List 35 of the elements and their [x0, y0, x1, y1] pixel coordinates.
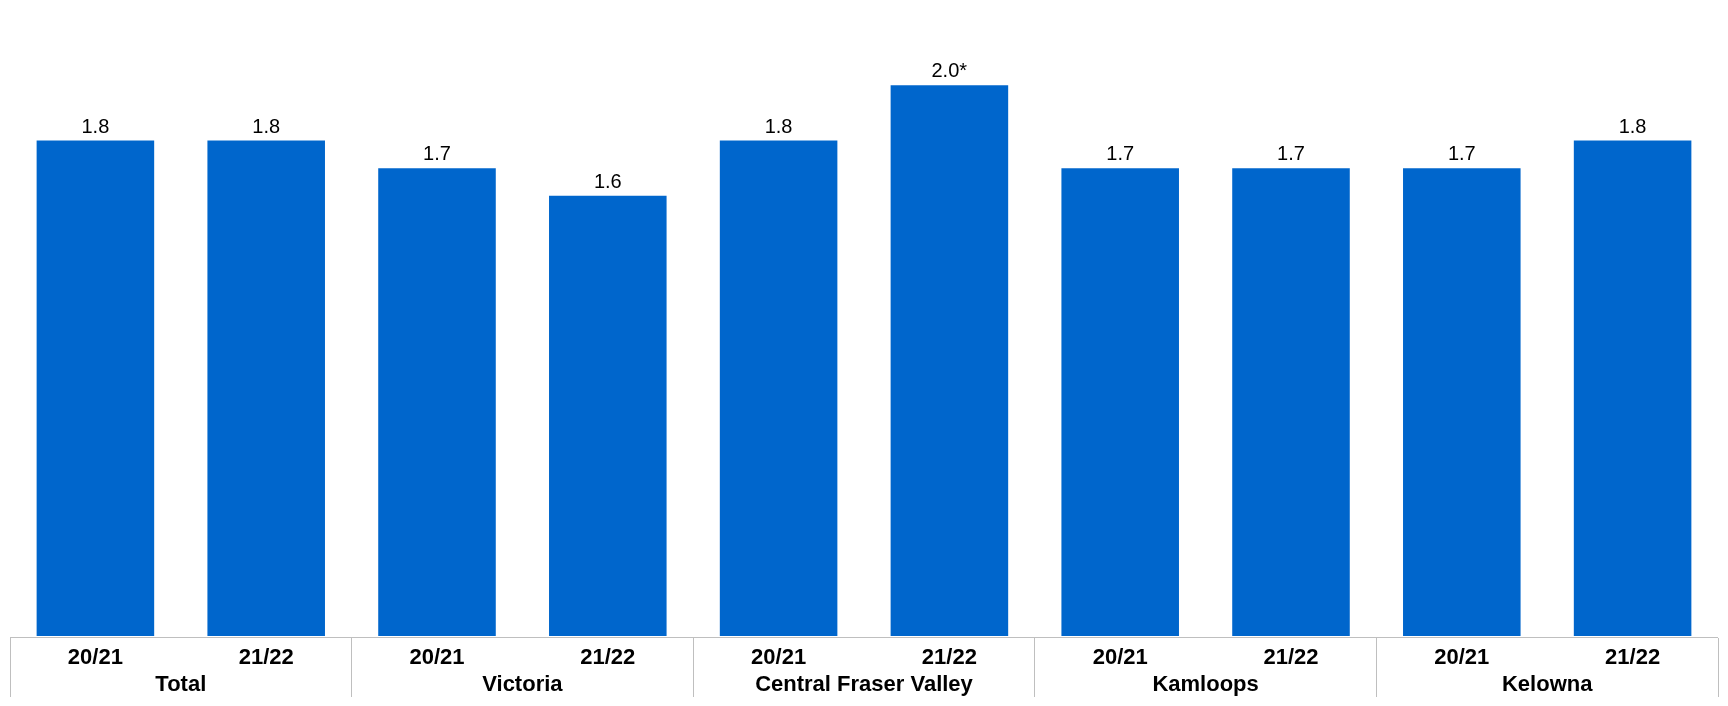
bar: [1230, 166, 1352, 637]
x-tick-label: 20/21: [1434, 644, 1490, 670]
x-tick-label: 20/21: [1092, 644, 1148, 670]
data-label: 1.7: [423, 142, 451, 165]
data-label: 1.7: [1447, 142, 1476, 165]
text: Kelowna: [1501, 671, 1594, 697]
x-tick-label: 21/22: [238, 644, 294, 670]
text: Total: [155, 671, 207, 697]
x-tick-label: 21/22: [1605, 644, 1661, 670]
x-tick-label: 20/21: [67, 644, 123, 670]
data-label: 1.8: [764, 114, 793, 137]
bar: [34, 138, 157, 637]
text: Kamloops: [1152, 671, 1259, 697]
bar: [547, 193, 669, 637]
bar: [1059, 166, 1181, 637]
data-label: 1.7: [1106, 142, 1135, 165]
bar: [1571, 138, 1694, 637]
bar: [888, 83, 1011, 637]
x-tick-label: 20/21: [751, 644, 807, 670]
x-tick-label: 21/22: [580, 644, 636, 670]
data-label: 1.7: [1277, 142, 1305, 165]
data-label: 1.8: [81, 114, 110, 137]
data-label: 1.6: [593, 169, 622, 192]
text: Victoria: [482, 671, 564, 697]
data-label: 2.0*: [931, 59, 968, 82]
bar: [717, 138, 840, 637]
bar: [205, 138, 327, 637]
data-label: 1.8: [1618, 114, 1647, 137]
x-tick-label: 21/22: [921, 644, 977, 670]
x-tick-label: 20/21: [409, 644, 465, 670]
bar: [376, 166, 498, 637]
data-label: 1.8: [252, 114, 281, 137]
x-tick-label: 21/22: [1263, 644, 1319, 670]
text: Central Fraser Valley: [755, 671, 974, 697]
bar: [1401, 166, 1523, 637]
